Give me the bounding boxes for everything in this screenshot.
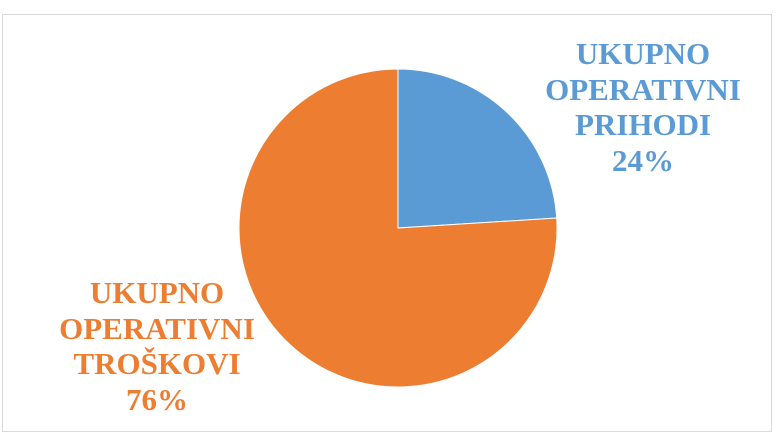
label-troskovi-line-2: OPERATIVNI: [59, 310, 255, 346]
label-prihodi-line-3: PRIHODI: [574, 107, 712, 143]
label-prihodi-line-1: UKUPNO: [575, 36, 711, 71]
label-troskovi-percent: 76%: [126, 381, 188, 417]
label-prihodi-percent: 24%: [612, 142, 674, 178]
label-troskovi-line-3: TROŠKOVI: [73, 346, 241, 382]
label-prihodi-line-2: OPERATIVNI: [545, 71, 741, 107]
label-troskovi-line-1: UKUPNO: [89, 275, 225, 310]
data-label-prihodi: UKUPNO OPERATIVNI PRIHODI 24%: [528, 36, 758, 179]
data-label-troskovi: UKUPNO OPERATIVNI TROŠKOVI 76%: [42, 275, 272, 418]
pie-slices: [238, 68, 558, 388]
pie-slice-prihodi: [397, 68, 558, 229]
pie-slice-troskovi: [238, 68, 558, 388]
